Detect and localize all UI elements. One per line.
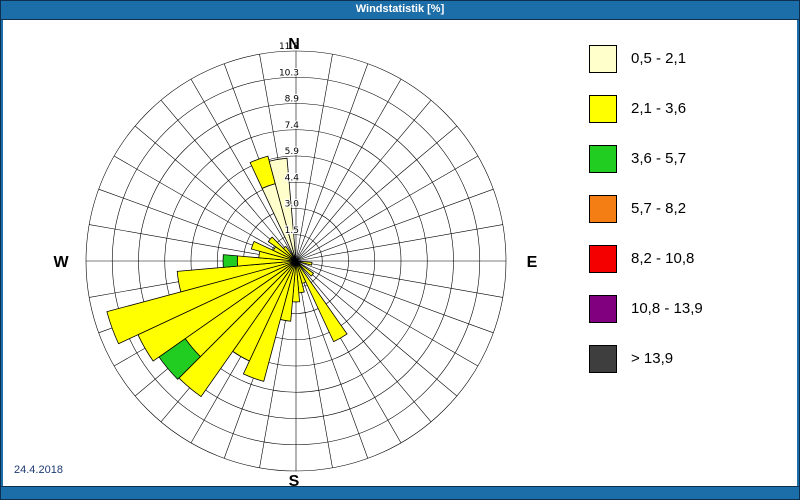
wind-rose-bars bbox=[106, 155, 348, 398]
radial-tick-label: 5.9 bbox=[285, 147, 300, 157]
radial-tick-label: 4.4 bbox=[285, 173, 300, 183]
compass-south-label: S bbox=[289, 473, 300, 489]
grid-spoke bbox=[295, 260, 333, 468]
radial-tick-label: 10.3 bbox=[279, 68, 299, 78]
wind-rose-segment bbox=[295, 260, 348, 343]
wind-rose-chart: 1.5 3.0 4.4 5.9 7.4 8.9 10.3 11.8 N E S W bbox=[53, 36, 538, 489]
legend-swatch-icon bbox=[589, 44, 617, 73]
wind-rose-segment bbox=[282, 245, 297, 262]
grid-spoke bbox=[295, 155, 479, 262]
legend-label: 0,5 - 2,1 bbox=[631, 50, 687, 67]
compass-north-label: N bbox=[288, 36, 300, 53]
grid-spoke bbox=[295, 63, 369, 262]
radial-tick-label: 3.0 bbox=[285, 200, 300, 210]
legend-label: > 13,9 bbox=[631, 350, 674, 367]
compass-east-label: E bbox=[527, 254, 538, 271]
legend-label: 5,7 - 8,2 bbox=[631, 200, 687, 217]
compass-west-label: W bbox=[53, 254, 69, 271]
bottom-bar bbox=[1, 486, 799, 499]
wind-rose-segment bbox=[106, 260, 297, 345]
wind-rose-segment bbox=[267, 236, 297, 262]
wind-rose-segment bbox=[222, 254, 238, 268]
frame-edge-right bbox=[797, 1, 799, 499]
grid-spoke bbox=[295, 188, 494, 262]
grid-spoke bbox=[295, 54, 333, 262]
radial-tick-label: 7.4 bbox=[285, 121, 300, 131]
legend-label: 3,6 - 5,7 bbox=[631, 150, 687, 167]
legend: 0,5 - 2,1 2,1 - 3,6 3,6 - 5,7 5,7 - 8,2 8,2 … bbox=[589, 44, 703, 395]
legend-label: 2,1 - 3,6 bbox=[631, 100, 687, 117]
frame-edge-left bbox=[1, 1, 3, 499]
grid-spoke bbox=[295, 260, 369, 459]
grid-spoke bbox=[113, 155, 297, 262]
radial-tick-label: 1.5 bbox=[285, 226, 299, 236]
wind-rose-segment bbox=[176, 260, 297, 293]
grid-spoke bbox=[295, 99, 432, 262]
radial-tick-label: 11.8 bbox=[279, 42, 299, 52]
grid-spoke bbox=[295, 260, 432, 423]
legend-swatch-icon bbox=[589, 344, 617, 373]
grid-spoke bbox=[295, 260, 479, 367]
grid-spoke bbox=[190, 78, 297, 262]
legend-item-3: 5,7 - 8,2 bbox=[589, 194, 703, 223]
legend-item-2: 3,6 - 5,7 bbox=[589, 144, 703, 173]
wind-rose-segment bbox=[242, 260, 297, 382]
grid-spoke bbox=[134, 125, 297, 262]
legend-item-0: 0,5 - 2,1 bbox=[589, 44, 703, 73]
legend-label: 8,2 - 10,8 bbox=[631, 250, 695, 267]
grid-spoke bbox=[295, 260, 458, 397]
grid-spoke bbox=[160, 99, 297, 262]
grid-spoke bbox=[295, 224, 503, 262]
grid-spoke bbox=[295, 260, 494, 334]
legend-item-4: 8,2 - 10,8 bbox=[589, 244, 703, 273]
window-title: Windstatistik [%] bbox=[355, 3, 445, 15]
wind-rose-segment bbox=[295, 260, 315, 277]
legend-item-5: 10,8 - 13,9 bbox=[589, 294, 703, 323]
legend-label: 10,8 - 13,9 bbox=[631, 300, 703, 317]
radial-axis-labels: 1.5 3.0 4.4 5.9 7.4 8.9 10.3 11.8 bbox=[278, 41, 300, 237]
title-bar: Windstatistik [%] bbox=[1, 1, 799, 20]
legend-swatch-icon bbox=[589, 194, 617, 223]
legend-swatch-icon bbox=[589, 294, 617, 323]
legend-item-6: > 13,9 bbox=[589, 344, 703, 373]
grid-spoke bbox=[295, 78, 402, 262]
wind-rose-segment bbox=[295, 260, 313, 266]
legend-swatch-icon bbox=[589, 94, 617, 123]
legend-item-1: 2,1 - 3,6 bbox=[589, 94, 703, 123]
grid-spoke bbox=[295, 125, 458, 262]
grid-spoke bbox=[295, 260, 503, 298]
legend-swatch-icon bbox=[589, 144, 617, 173]
radial-tick-label: 8.9 bbox=[285, 95, 300, 105]
legend-swatch-icon bbox=[589, 244, 617, 273]
wind-rose-segment bbox=[268, 157, 297, 262]
date-label: 24.4.2018 bbox=[14, 464, 63, 476]
